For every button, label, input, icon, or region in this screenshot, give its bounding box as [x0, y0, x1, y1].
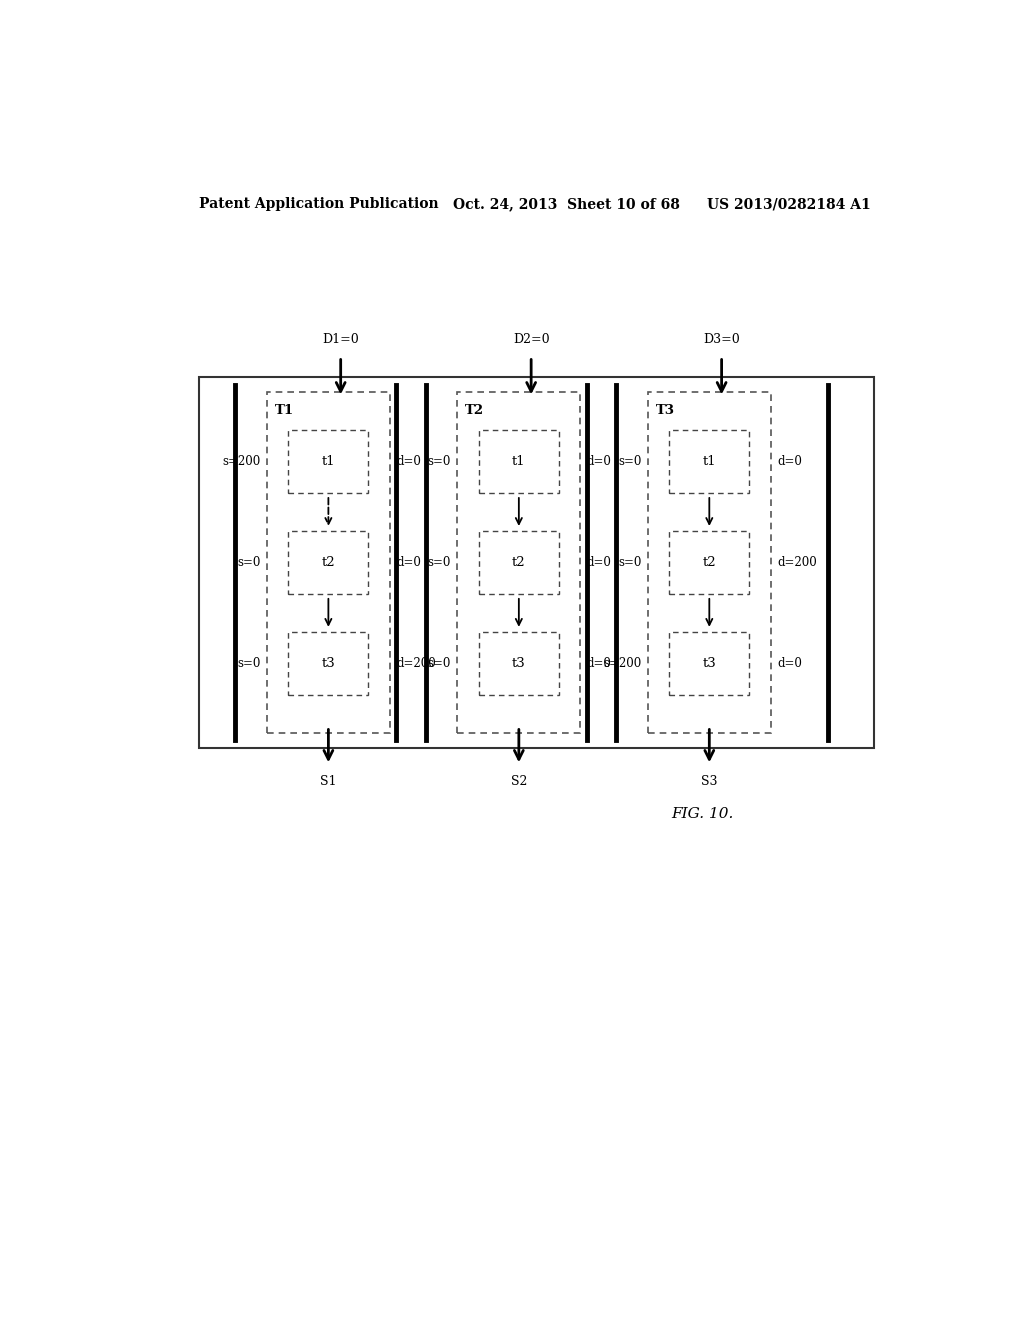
Text: d=0: d=0 — [777, 455, 802, 469]
Text: s=0: s=0 — [428, 455, 451, 469]
Text: D3=0: D3=0 — [703, 333, 740, 346]
Text: s=0: s=0 — [238, 657, 260, 669]
Text: t1: t1 — [512, 455, 525, 469]
Text: Patent Application Publication: Patent Application Publication — [200, 197, 439, 211]
Text: s=200: s=200 — [603, 657, 641, 669]
Text: T2: T2 — [465, 404, 484, 417]
Text: FIG. 10.: FIG. 10. — [672, 807, 734, 821]
Bar — [267, 392, 390, 733]
Text: S1: S1 — [321, 775, 337, 788]
Text: d=200: d=200 — [777, 556, 817, 569]
Text: t1: t1 — [322, 455, 335, 469]
Text: t2: t2 — [512, 556, 525, 569]
Bar — [670, 531, 750, 594]
Bar — [670, 430, 750, 494]
Bar — [289, 531, 369, 594]
Text: Oct. 24, 2013  Sheet 10 of 68: Oct. 24, 2013 Sheet 10 of 68 — [454, 197, 680, 211]
Text: s=0: s=0 — [618, 556, 641, 569]
Text: t3: t3 — [512, 657, 525, 669]
Text: s=0: s=0 — [618, 455, 641, 469]
Text: d=0: d=0 — [587, 455, 611, 469]
Text: d=200: d=200 — [396, 657, 436, 669]
Text: S2: S2 — [511, 775, 527, 788]
Text: S3: S3 — [701, 775, 718, 788]
Bar — [479, 632, 559, 694]
Text: d=0: d=0 — [587, 556, 611, 569]
Bar — [458, 392, 581, 733]
Text: T1: T1 — [274, 404, 294, 417]
Text: s=0: s=0 — [428, 556, 451, 569]
Text: s=0: s=0 — [238, 556, 260, 569]
Bar — [648, 392, 771, 733]
Text: T3: T3 — [655, 404, 675, 417]
Text: t3: t3 — [702, 657, 716, 669]
Bar — [289, 632, 369, 694]
Text: d=0: d=0 — [396, 556, 421, 569]
Bar — [479, 531, 559, 594]
Text: d=0: d=0 — [777, 657, 802, 669]
Bar — [200, 378, 873, 748]
Text: t3: t3 — [322, 657, 335, 669]
Text: US 2013/0282184 A1: US 2013/0282184 A1 — [708, 197, 871, 211]
Text: t2: t2 — [702, 556, 716, 569]
Text: s=200: s=200 — [222, 455, 260, 469]
Text: d=0: d=0 — [587, 657, 611, 669]
Bar — [289, 430, 369, 494]
Text: t2: t2 — [322, 556, 335, 569]
Text: t1: t1 — [702, 455, 716, 469]
Text: d=0: d=0 — [396, 455, 421, 469]
Text: D2=0: D2=0 — [513, 333, 550, 346]
Text: s=0: s=0 — [428, 657, 451, 669]
Bar — [670, 632, 750, 694]
Text: D1=0: D1=0 — [323, 333, 359, 346]
Bar — [479, 430, 559, 494]
